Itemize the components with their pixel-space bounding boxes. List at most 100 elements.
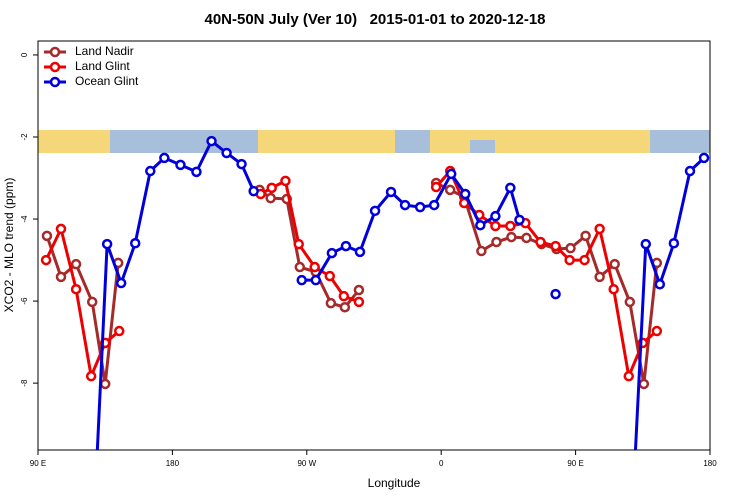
data-point xyxy=(550,240,561,252)
legend-label: Land Nadir xyxy=(75,44,134,58)
data-point xyxy=(280,175,291,187)
data-point xyxy=(698,152,710,164)
data-point xyxy=(191,166,202,178)
data-point xyxy=(265,192,276,204)
legend-marker xyxy=(49,76,61,88)
legend-marker xyxy=(49,46,61,58)
data-point xyxy=(266,182,277,194)
data-point xyxy=(385,186,397,198)
land-band xyxy=(38,130,110,153)
x-tick-label: 180 xyxy=(166,459,180,468)
y-axis-label: XCO2 - MLO trend (ppm) xyxy=(2,178,16,313)
data-point xyxy=(623,370,635,382)
data-point xyxy=(428,199,440,211)
data-point xyxy=(668,237,680,249)
data-point xyxy=(86,296,98,308)
data-point xyxy=(514,214,525,226)
data-point xyxy=(476,245,487,257)
y-tick-label: -2 xyxy=(20,133,29,141)
plot-area xyxy=(40,135,710,490)
data-point xyxy=(92,482,100,490)
data-point xyxy=(430,181,442,193)
data-point xyxy=(459,188,471,200)
data-point xyxy=(85,370,97,382)
x-tick-label: 90 W xyxy=(297,459,316,468)
legend-label: Ocean Glint xyxy=(75,74,139,88)
data-point xyxy=(206,135,217,147)
data-point xyxy=(506,231,517,243)
data-point xyxy=(550,288,561,300)
data-point xyxy=(354,246,366,258)
data-point xyxy=(159,152,170,164)
data-point xyxy=(325,297,337,309)
series-line xyxy=(44,168,658,382)
data-point xyxy=(294,261,306,273)
data-point xyxy=(41,230,53,242)
data-point xyxy=(565,242,576,254)
data-point xyxy=(490,210,501,222)
data-point xyxy=(236,158,247,170)
data-point xyxy=(564,254,575,266)
data-point xyxy=(353,284,365,296)
data-point xyxy=(505,220,516,232)
y-tick-label: 0 xyxy=(20,52,29,57)
data-point xyxy=(115,277,127,289)
data-point xyxy=(369,205,381,217)
data-point xyxy=(309,261,320,273)
data-point xyxy=(651,325,663,337)
y-tick-label: -4 xyxy=(20,215,29,223)
map-band xyxy=(38,130,710,153)
land-band xyxy=(258,130,395,153)
data-point xyxy=(326,247,338,259)
data-point xyxy=(624,296,636,308)
data-point xyxy=(175,159,186,171)
data-point xyxy=(324,270,336,282)
x-tick-label: 0 xyxy=(439,459,444,468)
data-point xyxy=(535,236,546,248)
series-line xyxy=(45,181,659,385)
data-point xyxy=(70,283,82,295)
data-point xyxy=(145,165,156,177)
plot-frame xyxy=(37,40,711,451)
data-point xyxy=(684,165,696,177)
data-point xyxy=(340,240,352,252)
legend-marker xyxy=(49,61,61,73)
data-point xyxy=(40,254,52,266)
data-point xyxy=(490,220,501,232)
data-point xyxy=(475,219,486,231)
data-point xyxy=(221,147,232,159)
data-point xyxy=(353,296,365,308)
data-point xyxy=(101,238,113,250)
data-point xyxy=(594,223,605,235)
sea-band xyxy=(470,140,495,153)
data-point xyxy=(99,378,111,390)
data-point xyxy=(55,271,67,283)
data-point xyxy=(445,168,457,180)
data-point xyxy=(594,271,605,283)
data-point xyxy=(579,254,590,266)
legend-label: Land Glint xyxy=(75,59,130,73)
data-point xyxy=(339,301,351,313)
data-point xyxy=(296,274,307,286)
x-axis-label: Longitude xyxy=(368,476,421,490)
data-point xyxy=(310,274,322,286)
data-point xyxy=(654,279,666,290)
series-line xyxy=(95,138,706,450)
land-band xyxy=(430,130,650,153)
data-point xyxy=(399,199,411,211)
y-tick-label: -6 xyxy=(20,297,29,305)
data-point xyxy=(640,238,652,250)
data-point xyxy=(638,378,650,390)
data-point xyxy=(505,182,516,194)
chart-title: 40N-50N July (Ver 10) 2015-01-01 to 2020… xyxy=(204,11,545,28)
data-point xyxy=(414,201,426,213)
data-point xyxy=(491,236,502,248)
x-tick-label: 180 xyxy=(703,459,717,468)
data-point xyxy=(70,258,82,270)
data-point xyxy=(338,290,350,302)
data-point xyxy=(580,230,591,242)
data-point xyxy=(608,283,619,295)
x-tick-label: 90 E xyxy=(567,459,583,468)
